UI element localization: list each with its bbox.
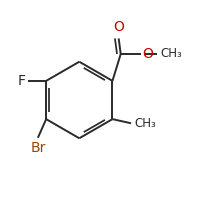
Text: O: O xyxy=(142,47,153,61)
Text: CH₃: CH₃ xyxy=(160,47,182,60)
Text: CH₃: CH₃ xyxy=(134,117,156,130)
Text: Br: Br xyxy=(30,141,46,155)
Text: F: F xyxy=(17,74,25,88)
Text: O: O xyxy=(113,20,124,34)
